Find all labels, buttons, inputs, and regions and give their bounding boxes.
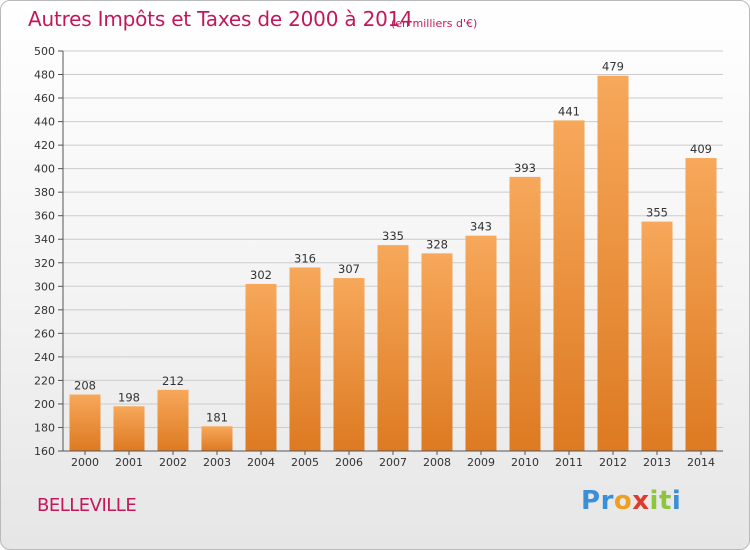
- bar: [245, 283, 277, 451]
- x-tick-label: 2007: [379, 456, 407, 469]
- proxiti-logo: Proxiti: [581, 486, 681, 516]
- logo-letter: P: [581, 486, 601, 516]
- y-tick-label: 420: [34, 139, 55, 152]
- x-tick-label: 2001: [115, 456, 143, 469]
- y-tick-label: 200: [34, 398, 55, 411]
- bar: [465, 235, 497, 451]
- bar: [641, 221, 673, 451]
- data-label: 409: [690, 142, 712, 156]
- bar: [69, 394, 101, 451]
- logo-letter: i: [649, 486, 659, 516]
- x-tick-label: 2005: [291, 456, 319, 469]
- logo-letter: x: [632, 486, 650, 516]
- y-tick-label: 440: [34, 116, 55, 129]
- y-tick-label: 160: [34, 445, 55, 458]
- y-tick-label: 280: [34, 304, 55, 317]
- x-tick-label: 2012: [599, 456, 627, 469]
- bar: [333, 278, 365, 451]
- data-label: 212: [162, 374, 184, 388]
- y-tick-label: 240: [34, 351, 55, 364]
- bar: [377, 245, 409, 451]
- y-tick-label: 220: [34, 374, 55, 387]
- logo-letter: i: [671, 486, 682, 516]
- bar: [685, 158, 717, 451]
- x-tick-label: 2003: [203, 456, 231, 469]
- y-tick-label: 320: [34, 257, 55, 270]
- x-tick-label: 2010: [511, 456, 539, 469]
- data-label: 355: [646, 206, 668, 220]
- bar: [421, 253, 453, 451]
- data-label: 181: [206, 410, 228, 424]
- y-tick-label: 400: [34, 163, 55, 176]
- x-tick-label: 2014: [687, 456, 715, 469]
- x-tick-label: 2011: [555, 456, 583, 469]
- y-tick-label: 260: [34, 327, 55, 340]
- y-tick-label: 180: [34, 421, 55, 434]
- x-tick-label: 2004: [247, 456, 275, 469]
- y-tick-label: 360: [34, 210, 55, 223]
- data-label: 307: [338, 262, 360, 276]
- bar: [113, 406, 145, 451]
- bar: [509, 176, 541, 451]
- data-label: 316: [294, 251, 316, 265]
- x-tick-label: 2008: [423, 456, 451, 469]
- bar: [201, 426, 233, 451]
- x-tick-label: 2013: [643, 456, 671, 469]
- y-tick-label: 340: [34, 233, 55, 246]
- y-tick-label: 380: [34, 186, 55, 199]
- logo-letter: o: [613, 486, 633, 516]
- data-label: 343: [470, 220, 492, 234]
- bar: [289, 267, 321, 451]
- data-label: 479: [602, 60, 624, 74]
- y-tick-label: 300: [34, 280, 55, 293]
- logo-letter: r: [600, 486, 614, 516]
- x-tick-label: 2006: [335, 456, 363, 469]
- x-tick-label: 2009: [467, 456, 495, 469]
- data-label: 441: [558, 104, 580, 118]
- x-tick-label: 2002: [159, 456, 187, 469]
- chart-subtitle: (en milliers d'€): [391, 17, 478, 30]
- chart-title: Autres Impôts et Taxes de 2000 à 2014: [28, 7, 413, 31]
- place-name: BELLEVILLE: [37, 495, 137, 516]
- data-label: 302: [250, 268, 272, 282]
- bar: [553, 120, 585, 451]
- y-tick-label: 500: [34, 45, 55, 58]
- bar: [597, 75, 629, 452]
- data-label: 208: [74, 379, 96, 393]
- data-label: 393: [514, 161, 536, 175]
- data-label: 328: [426, 237, 448, 251]
- data-label: 335: [382, 229, 404, 243]
- data-label: 198: [118, 390, 140, 404]
- logo-letter: t: [658, 486, 672, 516]
- x-tick-label: 2000: [71, 456, 99, 469]
- bar: [157, 389, 189, 451]
- y-tick-label: 480: [34, 69, 55, 82]
- y-tick-label: 460: [34, 92, 55, 105]
